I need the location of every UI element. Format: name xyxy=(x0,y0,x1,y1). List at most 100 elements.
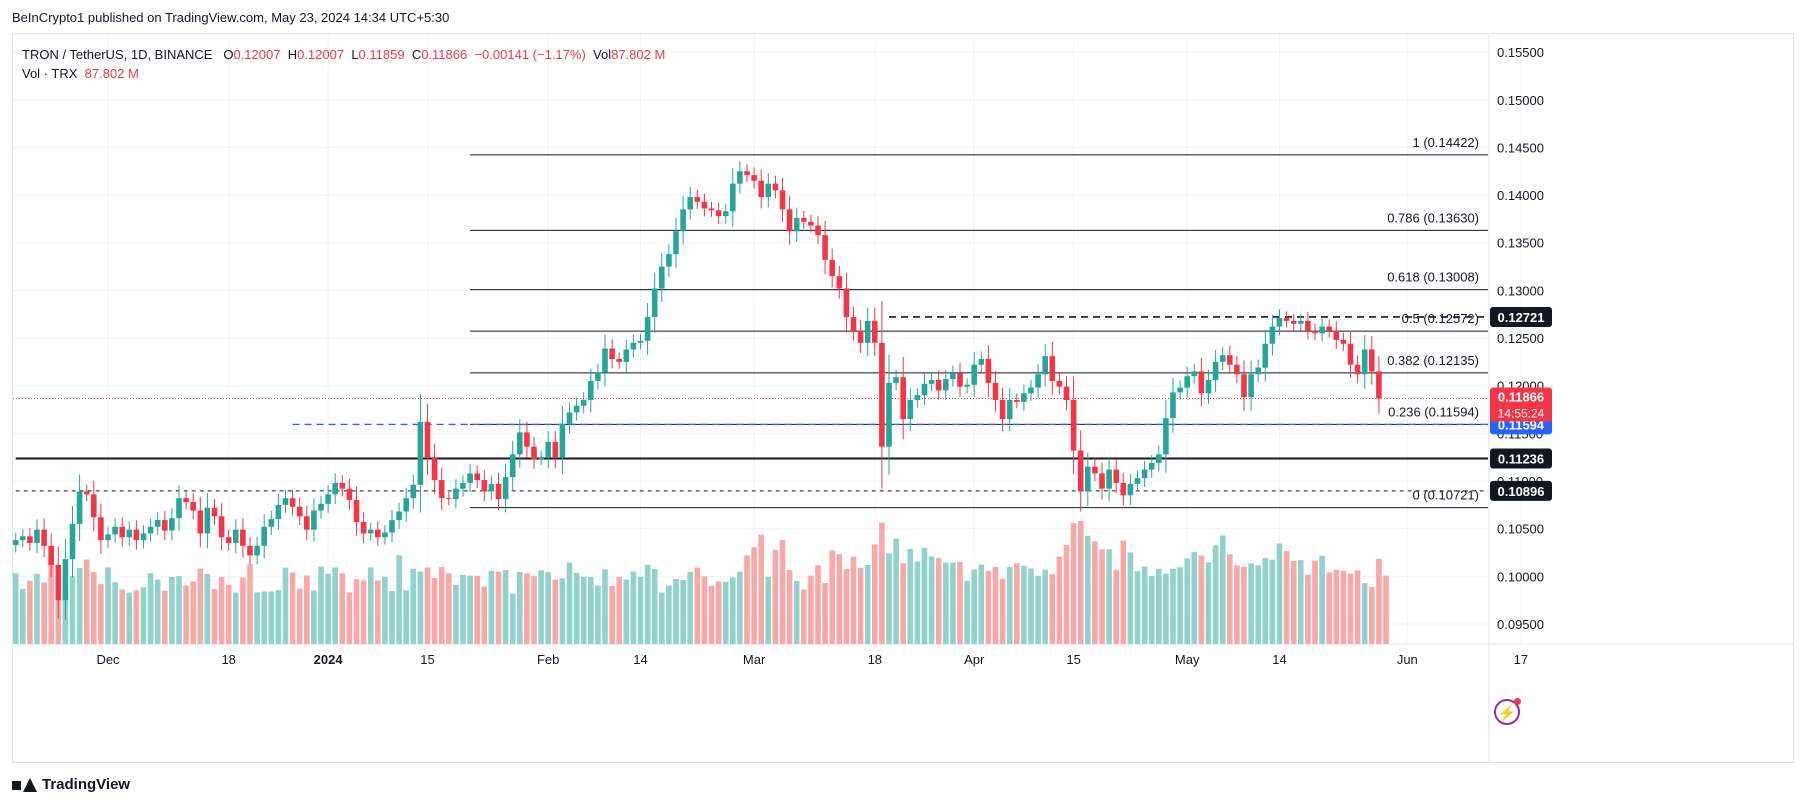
candle-body[interactable] xyxy=(843,288,850,318)
candle-body[interactable] xyxy=(1312,330,1318,334)
candle-body[interactable] xyxy=(552,441,559,458)
candle-body[interactable] xyxy=(680,209,686,232)
candle-body[interactable] xyxy=(218,516,225,538)
candle-body[interactable] xyxy=(275,504,282,520)
candle-body[interactable] xyxy=(900,377,906,420)
candle-body[interactable] xyxy=(360,522,367,534)
candle-body[interactable] xyxy=(353,500,360,522)
candle-body[interactable] xyxy=(162,520,168,531)
candle-body[interactable] xyxy=(76,491,83,524)
candle-body[interactable] xyxy=(630,342,637,350)
candle-body[interactable] xyxy=(389,520,395,533)
candle-body[interactable] xyxy=(907,400,914,420)
candle-body[interactable] xyxy=(957,373,963,387)
candle-body[interactable] xyxy=(112,526,118,535)
candle-body[interactable] xyxy=(1290,320,1297,324)
candle-body[interactable] xyxy=(737,171,743,184)
candle-body[interactable] xyxy=(509,454,516,478)
candle-body[interactable] xyxy=(119,526,125,538)
candle-body[interactable] xyxy=(644,317,651,341)
candle-body[interactable] xyxy=(69,523,76,560)
candle-body[interactable] xyxy=(247,545,253,556)
candle-body[interactable] xyxy=(495,483,502,500)
candle-body[interactable] xyxy=(1319,326,1325,334)
price-chart[interactable]: 1 (0.14422) 0.786 (0.13630) 0.618 (0.13008… xyxy=(13,34,1793,762)
candle-body[interactable] xyxy=(332,482,338,495)
candle-body[interactable] xyxy=(289,498,296,507)
candle-body[interactable] xyxy=(502,477,509,500)
candle-body[interactable] xyxy=(538,457,544,460)
candle-body[interactable] xyxy=(460,482,466,489)
candle-body[interactable] xyxy=(1134,478,1141,484)
candle-body[interactable] xyxy=(815,225,821,236)
candle-body[interactable] xyxy=(48,545,54,565)
candle-body[interactable] xyxy=(1340,339,1347,344)
candle-body[interactable] xyxy=(133,529,140,541)
candle-body[interactable] xyxy=(524,432,530,447)
legend-vol-series[interactable]: Vol · TRX xyxy=(22,66,78,81)
candle-body[interactable] xyxy=(978,359,985,365)
candle-body[interactable] xyxy=(481,480,488,492)
candle-body[interactable] xyxy=(566,412,573,424)
candle-body[interactable] xyxy=(872,320,878,343)
candle-body[interactable] xyxy=(999,400,1006,420)
candle-body[interactable] xyxy=(1106,469,1112,489)
candle-body[interactable] xyxy=(1184,376,1190,388)
candle-body[interactable] xyxy=(950,373,956,380)
candle-body[interactable] xyxy=(183,498,189,502)
chart-panel[interactable]: 1 (0.14422) 0.786 (0.13630) 0.618 (0.13008… xyxy=(12,33,1794,763)
candle-body[interactable] xyxy=(98,517,104,541)
candle-body[interactable] xyxy=(346,488,353,501)
candle-body[interactable] xyxy=(531,446,537,460)
candle-body[interactable] xyxy=(1006,400,1013,420)
candle-body[interactable] xyxy=(1028,387,1034,394)
candle-body[interactable] xyxy=(296,506,303,517)
candle-body[interactable] xyxy=(715,210,722,217)
candle-body[interactable] xyxy=(1354,364,1361,375)
candle-body[interactable] xyxy=(687,196,693,210)
candle-body[interactable] xyxy=(1014,400,1020,402)
candle-body[interactable] xyxy=(488,483,495,492)
candle-body[interactable] xyxy=(62,559,69,601)
candle-body[interactable] xyxy=(254,545,260,556)
candle-body[interactable] xyxy=(744,171,750,176)
candle-body[interactable] xyxy=(694,196,701,202)
candle-body[interactable] xyxy=(921,383,928,396)
candle-body[interactable] xyxy=(41,529,47,546)
candle-body[interactable] xyxy=(410,484,417,499)
candle-body[interactable] xyxy=(616,359,622,362)
candle-body[interactable] xyxy=(417,421,424,485)
candle-body[interactable] xyxy=(822,235,828,260)
candle-body[interactable] xyxy=(1170,392,1176,419)
candle-body[interactable] xyxy=(1376,371,1382,399)
candle-body[interactable] xyxy=(339,482,346,489)
candle-body[interactable] xyxy=(282,498,289,505)
candle-body[interactable] xyxy=(595,372,601,381)
candle-body[interactable] xyxy=(1156,454,1162,463)
candle-body[interactable] xyxy=(233,529,239,543)
candle-body[interactable] xyxy=(467,473,473,483)
candle-body[interactable] xyxy=(176,498,182,519)
candle-body[interactable] xyxy=(793,217,800,232)
candle-body[interactable] xyxy=(1262,343,1269,368)
candle-body[interactable] xyxy=(623,349,630,362)
candle-body[interactable] xyxy=(1021,393,1027,402)
candle-body[interactable] xyxy=(446,498,452,500)
candle-body[interactable] xyxy=(879,342,885,447)
candle-body[interactable] xyxy=(147,526,154,534)
candle-body[interactable] xyxy=(580,400,587,406)
last-price-badge[interactable] xyxy=(1490,387,1552,422)
candle-body[interactable] xyxy=(1248,374,1254,398)
candle-body[interactable] xyxy=(1369,349,1375,372)
candle-body[interactable] xyxy=(83,491,90,495)
candle-body[interactable] xyxy=(204,507,211,534)
candle-body[interactable] xyxy=(914,395,921,400)
candle-body[interactable] xyxy=(225,537,232,543)
candle-body[interactable] xyxy=(651,288,658,318)
candle-body[interactable] xyxy=(517,432,523,455)
candle-body[interactable] xyxy=(637,340,644,343)
candle-body[interactable] xyxy=(1305,320,1311,331)
candle-body[interactable] xyxy=(1241,374,1247,398)
candle-body[interactable] xyxy=(240,529,246,546)
candle-body[interactable] xyxy=(588,380,594,400)
